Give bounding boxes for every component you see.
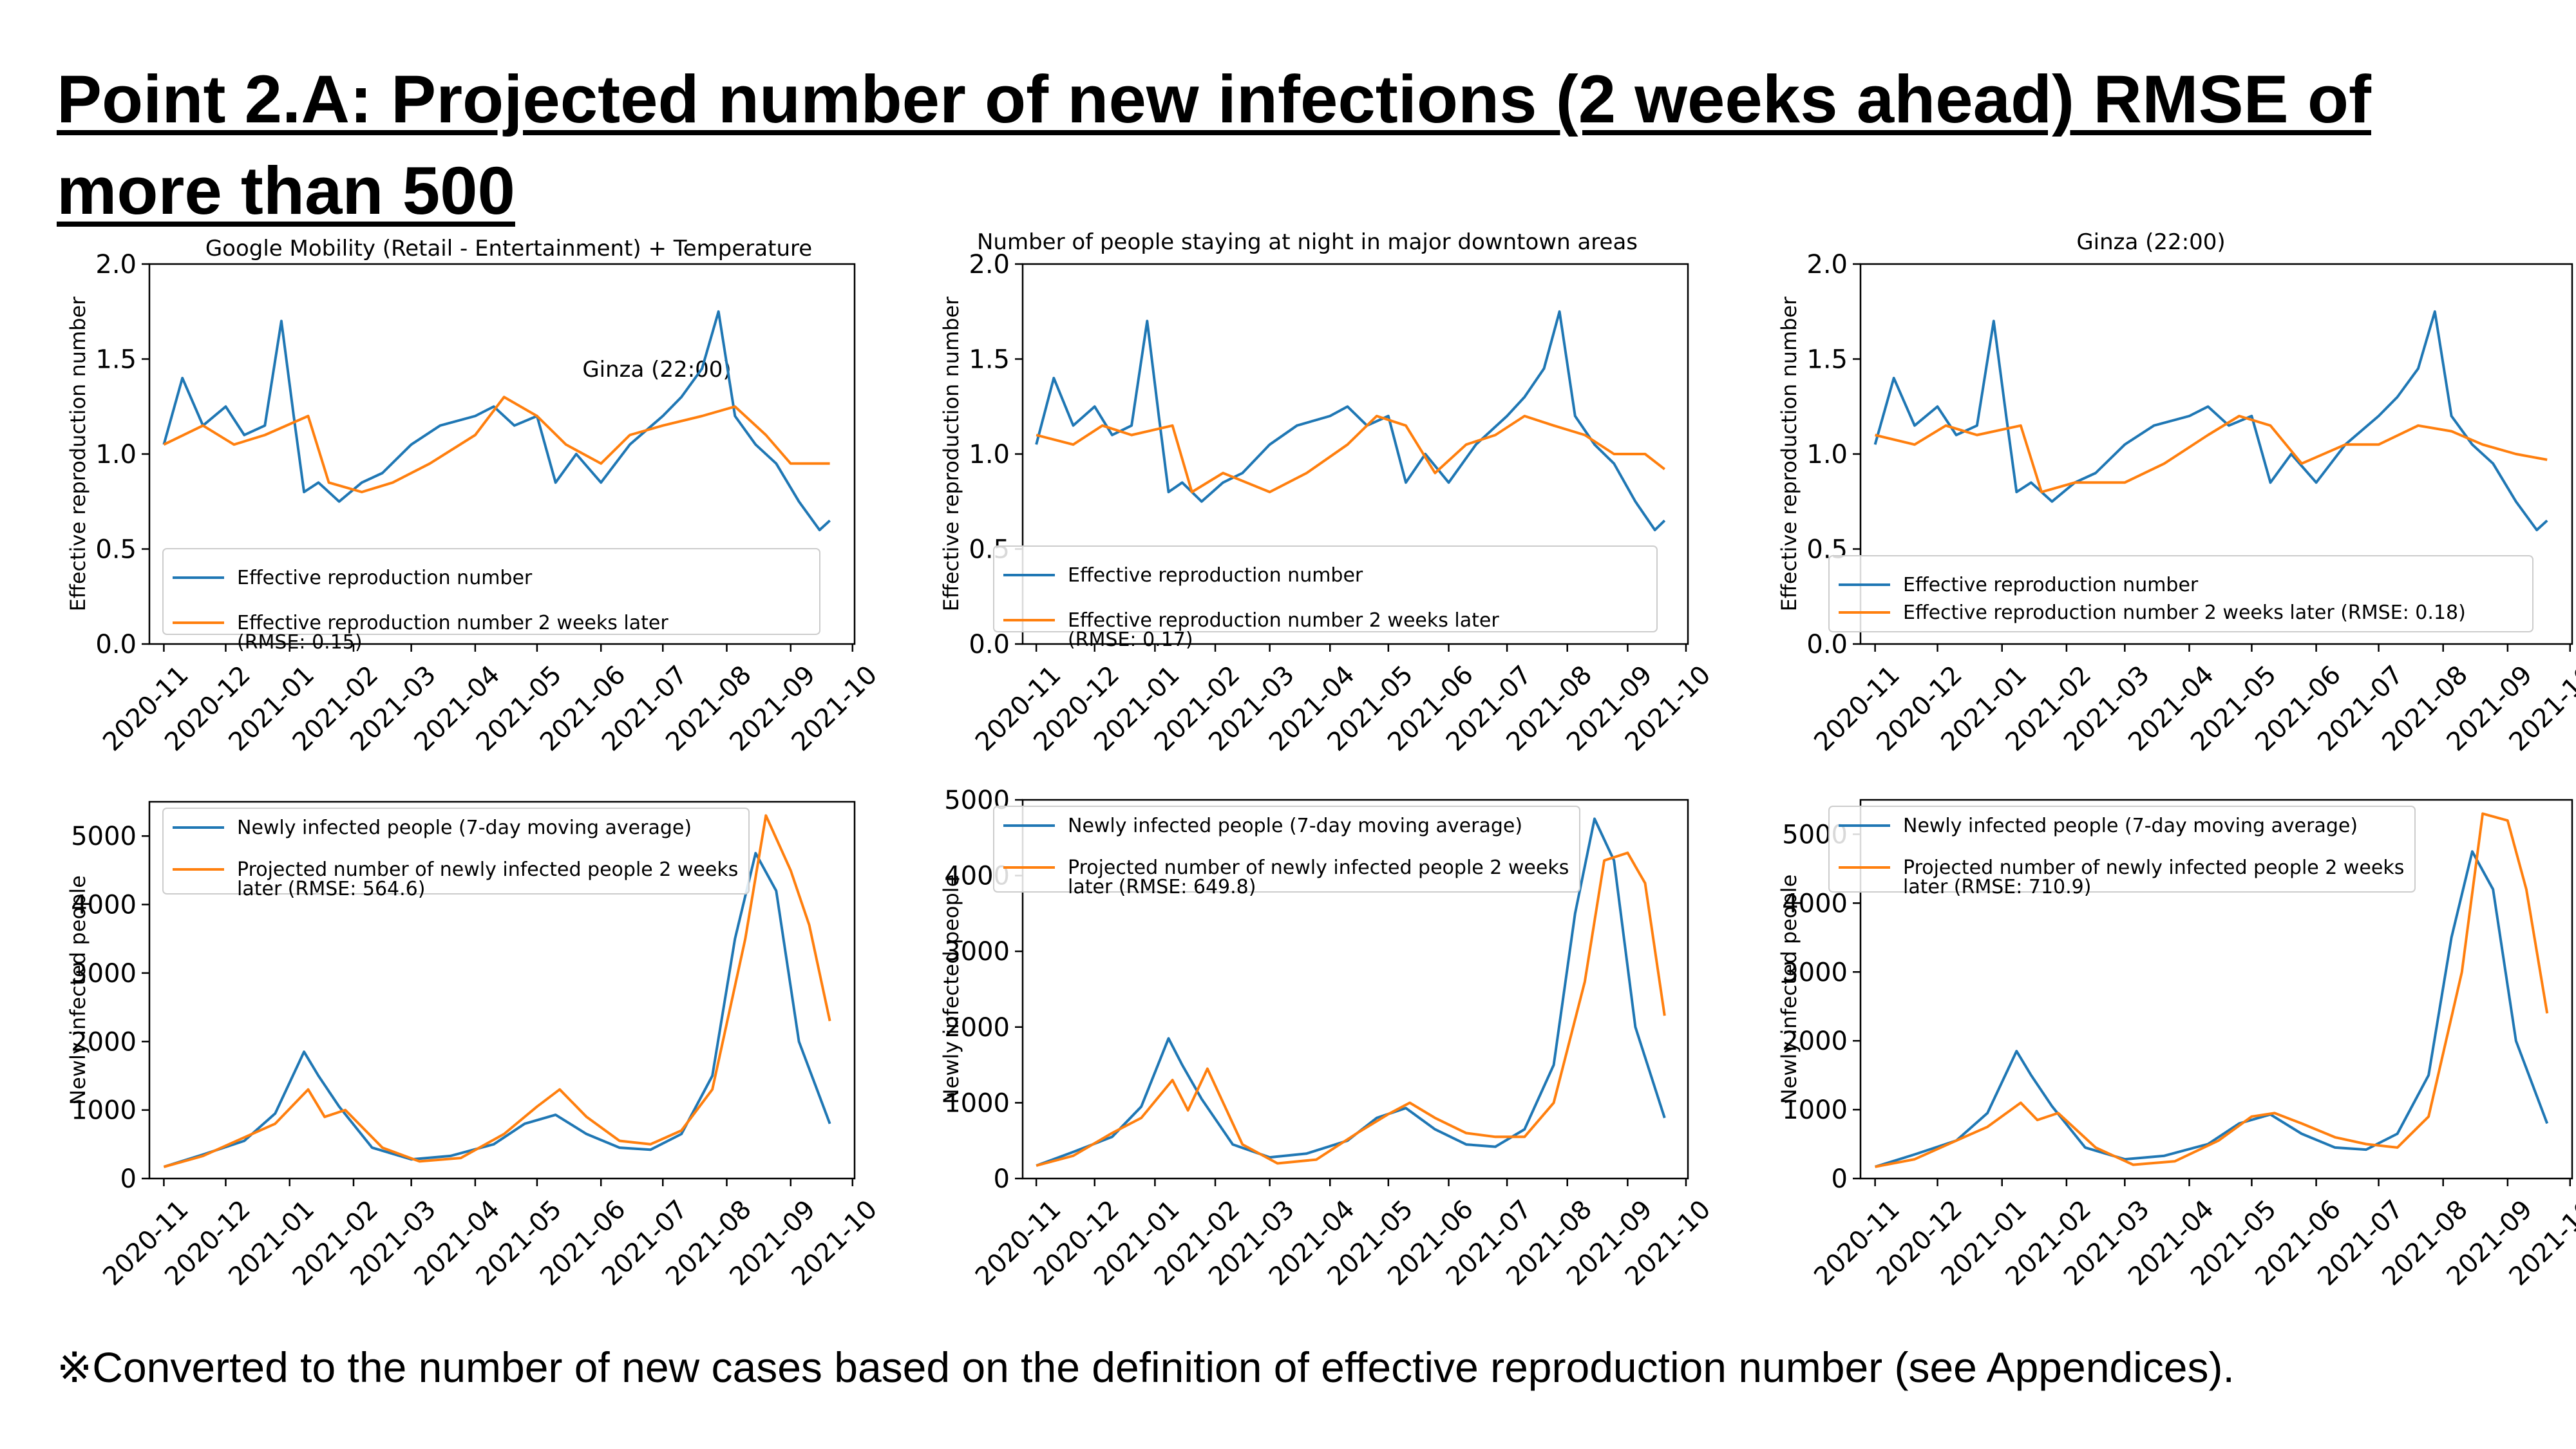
y-tick-label: 1.5 bbox=[1806, 345, 1848, 375]
y-tick-label: 1.0 bbox=[969, 440, 1010, 469]
y-tick-label: 1000 bbox=[71, 1096, 137, 1126]
y-tick-label: 2.0 bbox=[1806, 250, 1848, 279]
y-tick-label: 2000 bbox=[1782, 1027, 1848, 1056]
series-line-projected bbox=[163, 814, 831, 1168]
y-tick-label: 2.0 bbox=[969, 250, 1010, 279]
legend-box bbox=[162, 808, 750, 895]
chart-r-night-downtown: 0.00.51.01.52.02020-112020-122021-012021… bbox=[939, 229, 1716, 757]
y-tick-label: 2000 bbox=[71, 1027, 137, 1057]
y-axis-label: Effective reproduction number bbox=[66, 296, 90, 612]
legend-label-observed: Effective reproduction number bbox=[237, 567, 533, 589]
y-tick-label: 0 bbox=[120, 1164, 137, 1194]
legend-label-observed: Newly infected people (7-day moving aver… bbox=[1068, 815, 1522, 837]
series-line-projected bbox=[163, 395, 830, 493]
legend-label-projected: Effective reproduction number 2 weeks la… bbox=[1068, 609, 1499, 651]
chart-annotation: Ginza (22:00) bbox=[582, 357, 731, 383]
series-line-observed bbox=[1036, 817, 1666, 1167]
chart-title: Number of people staying at night in maj… bbox=[977, 229, 1638, 255]
chart-cases-mobility-temperature: 0100020003000400050002020-112020-122021-… bbox=[66, 800, 883, 1292]
series-line-observed bbox=[1875, 850, 2549, 1168]
series-line-observed bbox=[163, 851, 831, 1168]
chart-title: Google Mobility (Retail - Entertainment)… bbox=[205, 236, 812, 261]
y-tick-label: 0.0 bbox=[95, 630, 137, 659]
chart-cases-ginza: 0100020003000400050002020-112020-122021-… bbox=[1777, 799, 2576, 1292]
series-line-observed bbox=[1873, 310, 2548, 531]
legend-label-observed: Effective reproduction number bbox=[1903, 574, 2199, 596]
y-axis-label: Newly infected people bbox=[1777, 875, 1801, 1104]
series-line-projected bbox=[1036, 415, 1666, 493]
y-tick-label: 0.5 bbox=[95, 535, 137, 565]
y-axis-label: Effective reproduction number bbox=[939, 296, 963, 612]
legend-label-projected: Effective reproduction number 2 weeks la… bbox=[237, 612, 668, 654]
legend-box bbox=[993, 545, 1658, 632]
legend-label-projected: Projected number of newly infected peopl… bbox=[1068, 857, 1569, 898]
y-tick-label: 0 bbox=[994, 1164, 1010, 1194]
y-tick-label: 1.0 bbox=[95, 440, 137, 469]
legend-label-observed: Newly infected people (7-day moving aver… bbox=[237, 817, 692, 839]
y-tick-label: 5000 bbox=[71, 822, 137, 851]
slide-title: Point 2.A: Projected number of new infec… bbox=[57, 62, 2371, 229]
footnote: ※Converted to the number of new cases ba… bbox=[57, 1343, 2235, 1391]
legend-label-projected: Projected number of newly infected peopl… bbox=[1903, 857, 2404, 898]
y-tick-label: 0.0 bbox=[1806, 630, 1848, 659]
plot-frame bbox=[1859, 799, 2573, 1180]
legend-label-observed: Newly infected people (7-day moving aver… bbox=[1903, 815, 2358, 837]
y-tick-label: 0.0 bbox=[969, 630, 1010, 659]
legend-label-projected: Effective reproduction number 2 weeks la… bbox=[1903, 601, 2466, 624]
legend-box bbox=[1828, 555, 2533, 632]
y-tick-label: 4000 bbox=[71, 891, 137, 920]
legend-label-observed: Effective reproduction number bbox=[1068, 564, 1363, 587]
series-line-projected bbox=[1875, 812, 2549, 1168]
chart-r-mobility-temperature: 0.00.51.01.52.02020-112020-122021-012021… bbox=[66, 236, 883, 757]
y-tick-label: 2000 bbox=[944, 1013, 1010, 1043]
legend-box bbox=[162, 548, 820, 635]
y-tick-label: 3000 bbox=[944, 937, 1010, 967]
series-line-observed bbox=[1035, 310, 1666, 531]
y-tick-label: 1000 bbox=[1782, 1095, 1848, 1125]
y-tick-label: 0 bbox=[1832, 1164, 1848, 1194]
chart-cases-night-downtown: 0100020003000400050002020-112020-122021-… bbox=[939, 786, 1716, 1292]
chart-title: Ginza (22:00) bbox=[2076, 229, 2225, 255]
y-axis-label: Newly infected people bbox=[939, 875, 963, 1104]
legend-box bbox=[1828, 806, 2416, 893]
series-line-observed bbox=[162, 310, 831, 531]
y-tick-label: 3000 bbox=[1782, 958, 1848, 987]
y-axis-label: Effective reproduction number bbox=[1777, 296, 1801, 612]
y-tick-label: 4000 bbox=[1782, 889, 1848, 918]
y-tick-label: 1000 bbox=[944, 1088, 1010, 1118]
series-line-projected bbox=[1036, 851, 1666, 1167]
plot-frame bbox=[1021, 799, 1689, 1180]
y-tick-label: 1.5 bbox=[969, 345, 1010, 375]
plot-frame bbox=[148, 800, 856, 1180]
y-tick-label: 3000 bbox=[71, 959, 137, 989]
legend-box bbox=[993, 806, 1580, 893]
y-tick-label: 2.0 bbox=[95, 250, 137, 279]
chart-r-ginza: 0.00.51.01.52.02020-112020-122021-012021… bbox=[1777, 229, 2576, 757]
y-tick-label: 1.5 bbox=[95, 345, 137, 375]
y-axis-label: Newly infected people bbox=[66, 875, 90, 1105]
legend-label-projected: Projected number of newly infected peopl… bbox=[237, 858, 738, 900]
series-line-projected bbox=[1875, 415, 2548, 493]
y-tick-label: 1.0 bbox=[1806, 440, 1848, 469]
